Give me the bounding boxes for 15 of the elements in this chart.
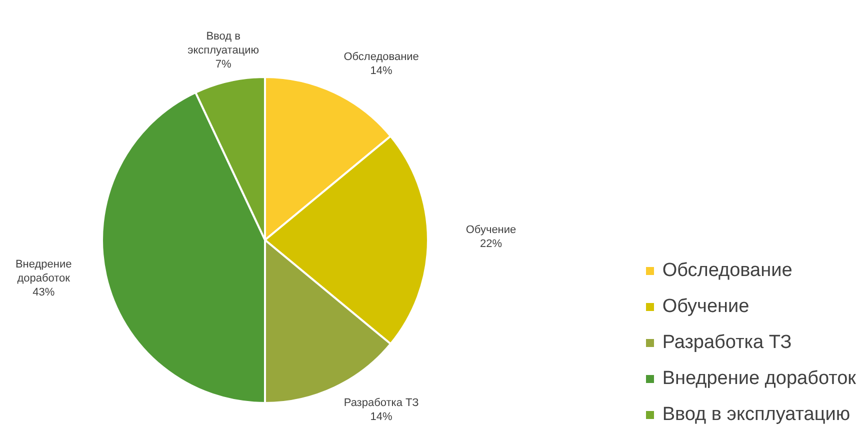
data-label: 14% [370,410,393,423]
data-label: 7% [215,58,232,71]
data-label: 14% [370,65,393,78]
slice-label: Обследование [344,51,419,64]
legend-label: Ввод в эксплуатацию [662,404,850,426]
data-label: 22% [480,238,502,250]
data-label: 43% [32,286,55,299]
legend-label: Разработка ТЗ [662,332,792,354]
slice-label: Обучение [466,224,516,236]
legend-label: Обучение [662,296,750,318]
legend-label: Внедрение доработок [662,368,856,390]
slice-label: Разработка ТЗ [344,396,420,409]
slice-label: Внедрение доработок [15,258,72,285]
legend-label: Обследование [662,260,792,282]
slice-label: Ввод в эксплуатацию [188,30,260,57]
